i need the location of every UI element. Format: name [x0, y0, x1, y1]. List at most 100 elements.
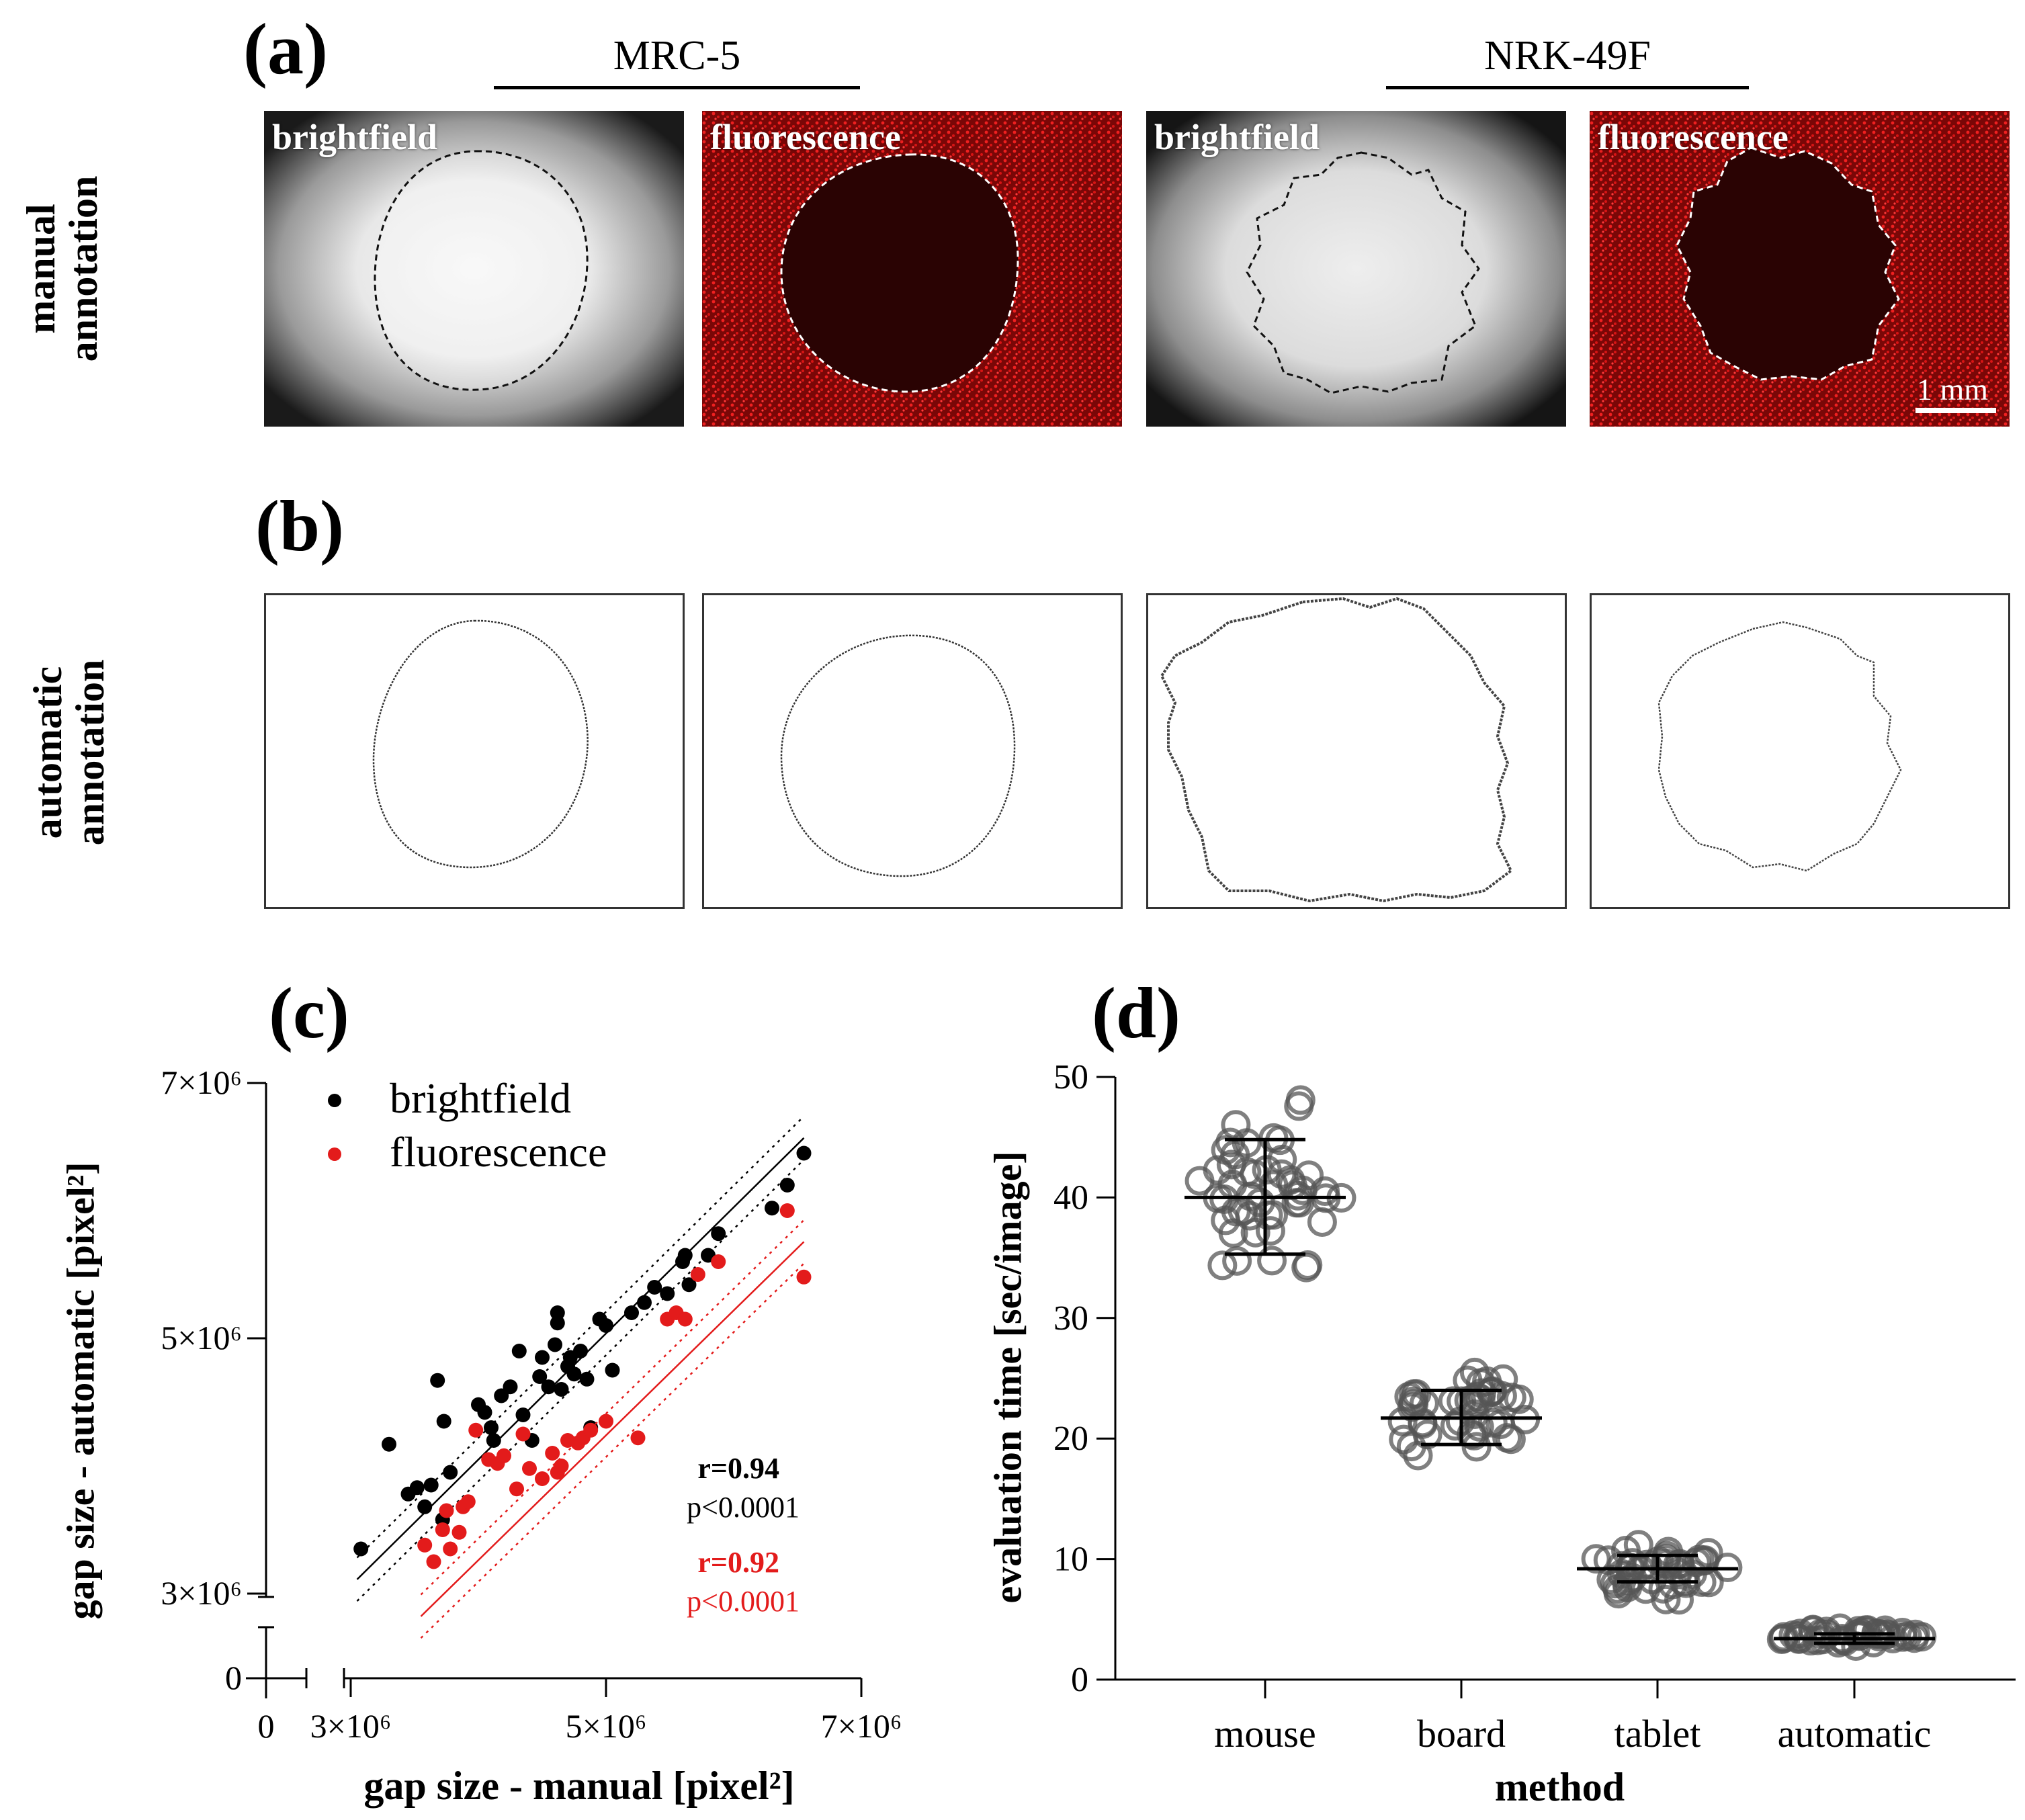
data-point — [1255, 1216, 1285, 1246]
data-point — [1218, 1218, 1248, 1248]
row-label-manual-line1: manual — [19, 204, 63, 334]
data-point — [435, 1522, 450, 1537]
data-point — [509, 1481, 524, 1497]
data-point — [1593, 1545, 1623, 1575]
stat-r: r=0.92 — [697, 1546, 779, 1579]
data-point — [497, 1448, 511, 1463]
panel-a-label: (a) — [243, 9, 328, 89]
data-point — [1293, 1250, 1323, 1281]
image-label-fluorescence-2: fluorescence — [1598, 117, 1789, 157]
stat-p: p<0.0001 — [687, 1491, 800, 1524]
data-point — [1235, 1201, 1265, 1231]
data-point — [779, 1203, 795, 1218]
data-point — [1394, 1381, 1424, 1412]
chart-d-xlabel: method — [1495, 1765, 1625, 1809]
data-point — [599, 1318, 613, 1333]
chart-d-plot: 0 10 20 30 40 50 mouse board tablet automatic meth… — [1053, 1058, 2016, 1809]
micrograph-mrc5-fluorescence: fluorescence — [702, 111, 1122, 427]
legend-marker — [328, 1147, 341, 1161]
chart-d-ylabel: evaluation time [sec/image] — [986, 1151, 1030, 1604]
data-point — [554, 1382, 569, 1397]
panel-d-label: (d) — [1092, 973, 1180, 1053]
auto-annotation-nrk49f-brightfield — [1146, 593, 1567, 909]
group-title-nrk49f: NRK-49F — [1483, 33, 1651, 79]
legend-marker — [328, 1094, 341, 1107]
data-point — [409, 1480, 425, 1496]
confidence-band — [420, 1219, 805, 1596]
panel-b-label: (b) — [255, 486, 344, 566]
data-point — [541, 1379, 556, 1395]
auto-annotation-nrk49f-fluorescence — [1590, 593, 2010, 909]
data-point — [711, 1254, 726, 1269]
data-point — [515, 1407, 531, 1422]
y-tick-label: 10 — [1053, 1541, 1088, 1579]
data-point — [599, 1414, 613, 1429]
legend-label: brightfield — [390, 1074, 571, 1122]
data-point — [535, 1350, 550, 1365]
auto-annotation-mrc5-brightfield — [264, 593, 685, 909]
data-point — [624, 1305, 639, 1320]
data-point — [796, 1145, 812, 1161]
data-point — [1253, 1200, 1283, 1230]
data-point — [468, 1422, 484, 1438]
data-point — [1504, 1384, 1534, 1414]
data-point — [451, 1524, 467, 1540]
data-point — [545, 1446, 560, 1461]
y-tick-label: 3×10⁶ — [161, 1574, 242, 1612]
data-point — [677, 1311, 693, 1327]
data-point — [494, 1388, 509, 1403]
confidence-band — [356, 1159, 805, 1602]
data-point — [535, 1471, 550, 1486]
row-label-automatic: automatic annotation — [26, 611, 121, 894]
data-point — [583, 1422, 599, 1438]
data-point — [443, 1541, 458, 1557]
image-label-brightfield: brightfield — [272, 117, 438, 157]
data-point — [443, 1465, 458, 1480]
data-point — [515, 1426, 531, 1442]
x-tick-label: 5×10⁶ — [566, 1707, 647, 1745]
data-point — [690, 1267, 705, 1282]
group-line-nrk49f — [1386, 86, 1749, 89]
x-tick-label: 3×10⁶ — [310, 1707, 392, 1745]
group-line-mrc5 — [494, 86, 860, 89]
data-point — [1207, 1250, 1238, 1281]
chart-c-ylabel: gap size - automatic [pixel²] — [58, 1162, 103, 1620]
data-point — [566, 1367, 582, 1382]
data-point — [1389, 1424, 1419, 1455]
data-point — [503, 1379, 518, 1395]
data-point — [1310, 1176, 1340, 1207]
micrograph-nrk49f-fluorescence: fluorescence 1 mm — [1590, 111, 2010, 427]
data-point — [796, 1269, 812, 1285]
data-point — [550, 1305, 565, 1320]
data-point — [486, 1433, 501, 1448]
y-tick-label: 0 — [1071, 1661, 1088, 1699]
data-point — [532, 1369, 548, 1384]
data-point — [477, 1405, 492, 1420]
data-point — [1215, 1127, 1246, 1158]
group-title-mrc5: MRC-5 — [613, 33, 741, 79]
data-point — [1664, 1585, 1694, 1615]
data-point — [484, 1420, 499, 1435]
chart-d-ylabel-wrap: evaluation time [sec/image] — [967, 1048, 1035, 1720]
data-point — [1464, 1412, 1494, 1442]
x-tick-label: tablet — [1614, 1712, 1701, 1756]
data-point — [605, 1362, 620, 1378]
image-label-fluorescence: fluorescence — [710, 117, 901, 157]
data-point — [1438, 1386, 1468, 1416]
data-point — [522, 1461, 537, 1476]
y-tick-label: 5×10⁶ — [161, 1319, 242, 1356]
data-point — [439, 1503, 454, 1518]
x-tick-label: mouse — [1214, 1712, 1316, 1756]
data-point — [711, 1226, 726, 1242]
data-point — [1285, 1085, 1316, 1115]
chart-c-xlabel: gap size - manual [pixel²] — [363, 1764, 794, 1808]
data-point — [630, 1430, 646, 1446]
data-point — [548, 1337, 562, 1352]
data-point — [1612, 1572, 1643, 1602]
data-point — [1257, 1246, 1287, 1276]
data-point — [1222, 1246, 1252, 1276]
row-label-automatic-line2: annotation — [68, 659, 112, 846]
y-tick-label: 20 — [1053, 1420, 1088, 1458]
data-point — [579, 1371, 595, 1387]
data-point — [353, 1541, 369, 1557]
